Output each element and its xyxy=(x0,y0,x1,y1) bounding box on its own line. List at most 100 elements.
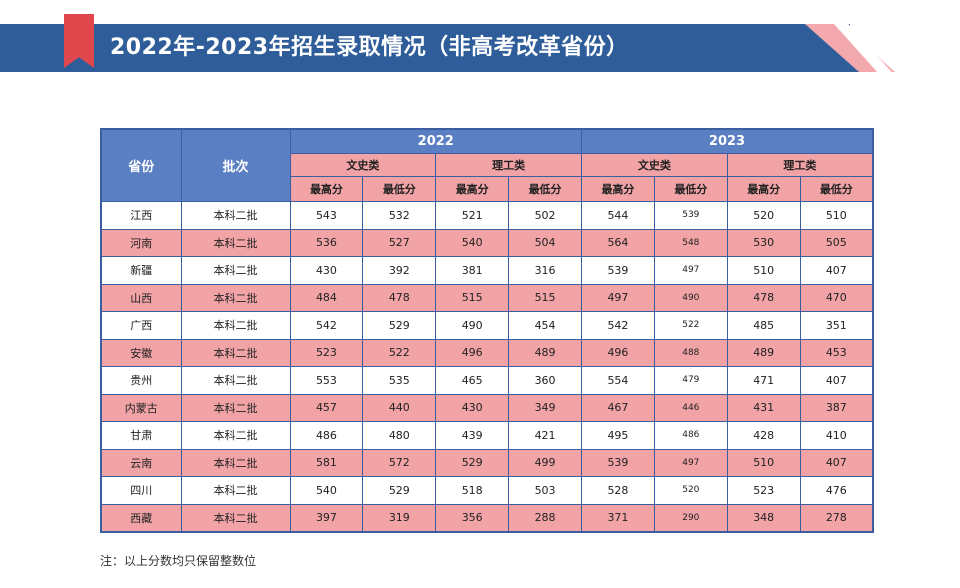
header-sub: 最低分 xyxy=(799,176,874,202)
cell-score: 371 xyxy=(581,503,655,533)
cell-score: 457 xyxy=(289,393,364,422)
cell-score: 407 xyxy=(799,448,874,477)
cell-score: 489 xyxy=(508,338,582,367)
cell-province: 西藏 xyxy=(100,503,182,533)
cell-score: 490 xyxy=(435,311,510,340)
cell-score: 478 xyxy=(362,283,437,312)
cell-score: 510 xyxy=(726,256,801,285)
cell-score: 479 xyxy=(653,366,728,395)
cell-score: 465 xyxy=(435,366,510,395)
cell-score: 497 xyxy=(653,448,728,477)
cell-score: 522 xyxy=(653,311,728,340)
cell-score: 543 xyxy=(289,201,364,230)
cell-score: 410 xyxy=(799,421,874,450)
cell-batch: 本科二批 xyxy=(180,448,291,477)
cell-score: 421 xyxy=(508,421,582,450)
cell-score: 536 xyxy=(289,228,364,257)
cell-score: 476 xyxy=(799,476,874,505)
cell-score: 392 xyxy=(362,256,437,285)
cell-score: 521 xyxy=(435,201,510,230)
header-category: 理工类 xyxy=(726,153,874,177)
table-row: 四川 本科二批 540 529 518 503 528 520 523 476 xyxy=(100,476,874,505)
cell-score: 503 xyxy=(508,476,582,505)
cell-score: 499 xyxy=(508,448,582,477)
cell-score: 486 xyxy=(289,421,364,450)
cell-score: 356 xyxy=(435,503,510,533)
table-row: 山西 本科二批 484 478 515 515 497 490 478 470 xyxy=(100,283,874,312)
cell-score: 490 xyxy=(653,283,728,312)
cell-score: 496 xyxy=(435,338,510,367)
cell-score: 278 xyxy=(799,503,874,533)
page-title: 2022年-2023年招生录取情况（非高考改革省份） xyxy=(110,35,629,60)
cell-score: 349 xyxy=(508,393,582,422)
header-sub: 最低分 xyxy=(653,176,728,202)
table-row: 江西 本科二批 543 532 521 502 544 539 520 510 xyxy=(100,201,874,230)
header-sub: 最高分 xyxy=(726,176,801,202)
cell-score: 430 xyxy=(289,256,364,285)
cell-province: 内蒙古 xyxy=(100,393,182,422)
cell-score: 515 xyxy=(508,283,582,312)
cell-score: 564 xyxy=(581,228,655,257)
cell-score: 495 xyxy=(581,421,655,450)
cell-batch: 本科二批 xyxy=(180,283,291,312)
cell-score: 520 xyxy=(726,201,801,230)
cell-score: 407 xyxy=(799,366,874,395)
header-sub: 最低分 xyxy=(508,176,582,202)
cell-score: 510 xyxy=(726,448,801,477)
cell-score: 387 xyxy=(799,393,874,422)
cell-score: 572 xyxy=(362,448,437,477)
cell-score: 288 xyxy=(508,503,582,533)
cell-score: 510 xyxy=(799,201,874,230)
cell-score: 529 xyxy=(362,311,437,340)
cell-score: 535 xyxy=(362,366,437,395)
cell-score: 485 xyxy=(726,311,801,340)
cell-score: 440 xyxy=(362,393,437,422)
header-sub: 最低分 xyxy=(362,176,437,202)
cell-batch: 本科二批 xyxy=(180,476,291,505)
cell-batch: 本科二批 xyxy=(180,366,291,395)
cell-batch: 本科二批 xyxy=(180,311,291,340)
table-row: 新疆 本科二批 430 392 381 316 539 497 510 407 xyxy=(100,256,874,285)
header-sub: 最高分 xyxy=(581,176,655,202)
cell-score: 540 xyxy=(435,228,510,257)
table-row: 贵州 本科二批 553 535 465 360 554 479 471 407 xyxy=(100,366,874,395)
cell-score: 497 xyxy=(581,283,655,312)
cell-province: 贵州 xyxy=(100,366,182,395)
header-sub: 最高分 xyxy=(289,176,364,202)
cell-score: 520 xyxy=(653,476,728,505)
cell-batch: 本科二批 xyxy=(180,338,291,367)
cell-score: 381 xyxy=(435,256,510,285)
header-year-2022: 2022 xyxy=(289,128,582,154)
cell-score: 486 xyxy=(653,421,728,450)
admission-table-container: 省份 批次 2022 2023 文史类 理工类 文史类 理工类 最高分 最低分 … xyxy=(100,128,874,533)
cell-score: 544 xyxy=(581,201,655,230)
cell-score: 497 xyxy=(653,256,728,285)
cell-province: 新疆 xyxy=(100,256,182,285)
cell-score: 529 xyxy=(435,448,510,477)
header-category: 文史类 xyxy=(581,153,728,177)
cell-score: 316 xyxy=(508,256,582,285)
cell-score: 454 xyxy=(508,311,582,340)
cell-score: 478 xyxy=(726,283,801,312)
header-sub: 最高分 xyxy=(435,176,510,202)
cell-score: 548 xyxy=(653,228,728,257)
table-row: 内蒙古 本科二批 457 440 430 349 467 446 431 387 xyxy=(100,393,874,422)
cell-score: 528 xyxy=(581,476,655,505)
cell-score: 319 xyxy=(362,503,437,533)
cell-score: 430 xyxy=(435,393,510,422)
table-body: 江西 本科二批 543 532 521 502 544 539 520 510 河南 本科二批 536 5… xyxy=(100,201,874,533)
cell-score: 428 xyxy=(726,421,801,450)
cell-score: 496 xyxy=(581,338,655,367)
cell-score: 480 xyxy=(362,421,437,450)
table-row: 河南 本科二批 536 527 540 504 564 548 530 505 xyxy=(100,228,874,257)
cell-province: 甘肃 xyxy=(100,421,182,450)
cell-score: 581 xyxy=(289,448,364,477)
cell-score: 489 xyxy=(726,338,801,367)
cell-score: 539 xyxy=(581,256,655,285)
cell-batch: 本科二批 xyxy=(180,201,291,230)
cell-score: 542 xyxy=(289,311,364,340)
cell-score: 540 xyxy=(289,476,364,505)
cell-score: 360 xyxy=(508,366,582,395)
cell-score: 539 xyxy=(581,448,655,477)
header-batch: 批次 xyxy=(180,128,291,202)
